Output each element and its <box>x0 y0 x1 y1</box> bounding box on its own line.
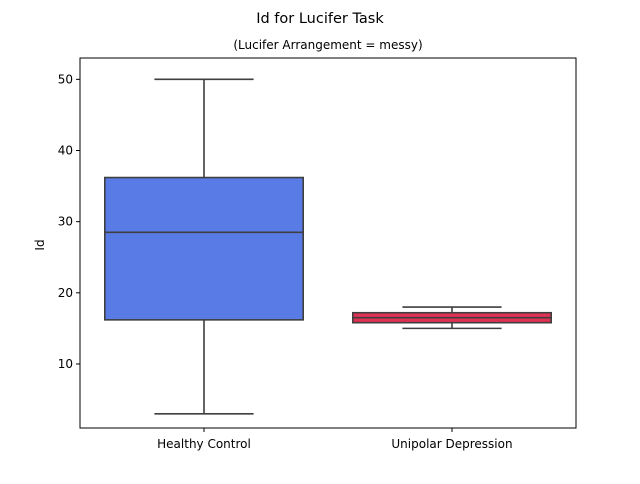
x-tick-label: Unipolar Depression <box>391 437 512 451</box>
y-tick-label: 30 <box>58 215 73 229</box>
y-tick-label: 40 <box>58 144 73 158</box>
plot-area: 10 20 30 40 50 Healthy Control Unipolar Depres… <box>58 72 552 451</box>
y-tick-label: 50 <box>58 72 73 86</box>
y-tick-label: 10 <box>58 357 73 371</box>
x-tick-label: Healthy Control <box>157 437 251 451</box>
box-1 <box>104 176 304 321</box>
y-tick-label: 20 <box>58 286 73 300</box>
plot-frame <box>79 57 577 429</box>
chart-title: Id for Lucifer Task <box>256 11 384 27</box>
y-axis-label: Id <box>33 239 47 250</box>
chart-subtitle: (Lucifer Arrangement = messy) <box>233 38 422 52</box>
